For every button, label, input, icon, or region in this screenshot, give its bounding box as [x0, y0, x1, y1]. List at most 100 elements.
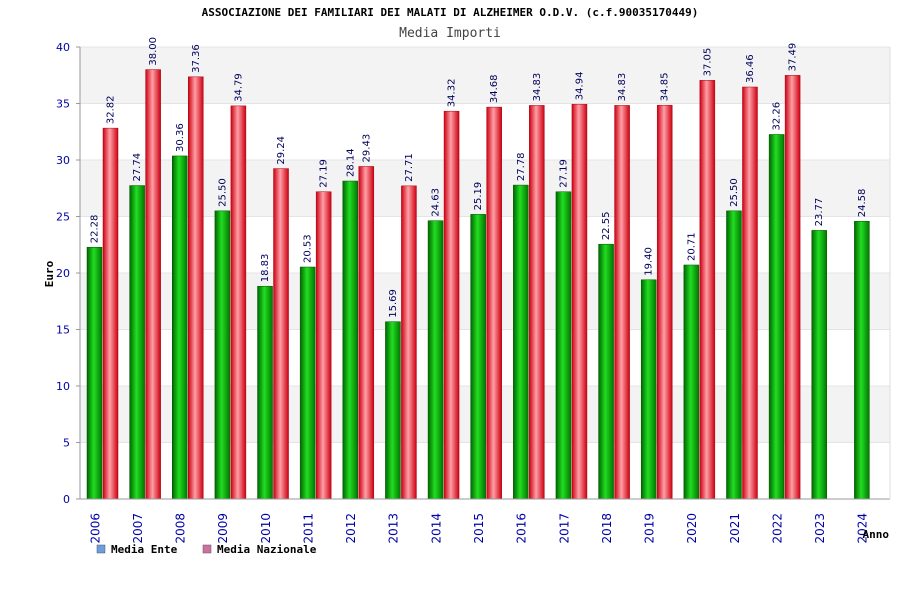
x-tick-label: 2015 [472, 513, 486, 544]
x-tick-label: 2021 [728, 513, 742, 544]
y-tick-label: 0 [63, 493, 70, 506]
data-label: 37.36 [191, 44, 202, 73]
y-tick-label: 25 [56, 211, 70, 224]
data-label: 28.14 [345, 148, 356, 177]
x-tick-label: 2017 [557, 513, 571, 544]
x-tick-label: 2022 [770, 513, 784, 544]
bar-media-ente [726, 210, 742, 500]
data-label: 34.83 [617, 73, 628, 102]
data-label: 19.40 [644, 247, 655, 276]
bar-media-ente [214, 210, 231, 500]
data-label: 27.74 [132, 153, 143, 182]
bar-media-ente [299, 266, 316, 500]
data-label: 22.28 [90, 215, 101, 244]
data-label: 25.19 [473, 182, 484, 211]
data-label: 34.94 [574, 72, 585, 101]
bar-media-nazionale [188, 76, 204, 500]
x-tick-labels: 2006 2007 2008 2009 2010 2011 2012 2013 2014 2015… [88, 513, 869, 544]
data-labels-group: 22.28 32.82 27.74 38.00 30.36 37.36 25.50 34.79… [90, 37, 868, 318]
data-label: 15.69 [388, 289, 399, 318]
data-label: 32.26 [772, 102, 783, 131]
legend-label: Media Ente [111, 543, 178, 556]
bar-media-nazionale [145, 69, 161, 500]
y-tick-label: 15 [56, 324, 70, 337]
x-tick-label: 2009 [216, 513, 230, 544]
data-label: 34.79 [233, 73, 244, 102]
x-tick-label: 2008 [174, 513, 188, 544]
chart-subtitle: Media Importi [399, 26, 501, 41]
bar-media-nazionale [486, 106, 502, 500]
data-label: 20.53 [303, 234, 314, 263]
data-label: 32.82 [106, 95, 117, 124]
bar-media-nazionale [102, 127, 119, 500]
axes-group [76, 46, 891, 500]
bar-media-nazionale [571, 103, 588, 500]
x-tick-label: 2013 [387, 513, 401, 544]
bar-media-ente [470, 214, 486, 500]
y-tick-label: 35 [56, 98, 70, 111]
data-label: 38.00 [148, 37, 159, 66]
bar-media-ente [854, 220, 870, 500]
data-label: 34.68 [489, 74, 500, 103]
data-label: 30.36 [175, 123, 186, 152]
data-label: 23.77 [814, 198, 825, 227]
legend: Media Ente Media Nazionale [96, 543, 317, 556]
x-tick-label: 2007 [131, 513, 145, 544]
data-label: 37.49 [788, 43, 799, 72]
bar-media-nazionale [401, 185, 417, 500]
y-axis-label: Euro [43, 260, 56, 287]
data-label: 25.50 [217, 178, 228, 207]
legend-swatch [202, 544, 212, 554]
data-label: 34.83 [532, 73, 543, 102]
legend-label: Media Nazionale [217, 543, 317, 556]
bar-media-ente [683, 264, 700, 500]
data-label: 20.71 [686, 232, 697, 261]
data-label: 27.78 [516, 152, 527, 181]
x-tick-label: 2011 [301, 513, 315, 544]
x-tick-label: 2010 [259, 513, 273, 544]
bar-media-ente [342, 180, 359, 500]
y-tick-labels: 0 5 10 15 20 25 30 35 40 [56, 41, 70, 506]
bar-media-ente [768, 134, 785, 500]
x-tick-label: 2024 [856, 513, 870, 544]
bar-media-nazionale [614, 105, 630, 500]
y-tick-label: 10 [56, 380, 70, 393]
data-label: 27.71 [404, 153, 415, 182]
bar-media-ente [172, 155, 188, 500]
chart-title: ASSOCIAZIONE DEI FAMILIARI DEI MALATI DI… [202, 6, 699, 19]
data-label: 27.19 [319, 159, 330, 188]
x-tick-label: 2023 [813, 513, 827, 544]
data-label: 34.85 [660, 73, 671, 102]
bar-media-nazionale [273, 168, 289, 500]
bar-media-nazionale [358, 166, 375, 500]
bar-media-ente [385, 321, 401, 500]
data-label: 36.46 [745, 54, 756, 83]
bar-media-ente [598, 243, 614, 500]
bar-media-ente [811, 230, 827, 500]
data-label: 29.43 [361, 134, 372, 163]
bar-media-nazionale [315, 191, 332, 500]
x-tick-label: 2016 [515, 513, 529, 544]
bar-media-nazionale [699, 80, 716, 500]
x-tick-label: 2019 [643, 513, 657, 544]
bar-media-ente [640, 279, 657, 500]
data-label: 22.55 [601, 212, 612, 241]
y-tick-label: 20 [56, 267, 70, 280]
x-tick-label: 2014 [429, 513, 443, 544]
bar-media-nazionale [529, 105, 545, 500]
bar-media-nazionale [443, 110, 460, 500]
bar-media-ente [513, 184, 529, 500]
x-tick-label: 2006 [88, 513, 102, 544]
bar-media-nazionale [742, 86, 758, 500]
bar-media-ente [129, 185, 145, 500]
x-tick-label: 2020 [685, 513, 699, 544]
bar-media-nazionale [230, 105, 247, 500]
x-axis-label: Anno [863, 528, 890, 541]
x-tick-label: 2012 [344, 513, 358, 544]
y-tick-label: 5 [63, 437, 70, 450]
bar-media-ente [555, 191, 572, 500]
data-label: 24.58 [857, 189, 868, 218]
x-tick-label: 2018 [600, 513, 614, 544]
y-tick-label: 30 [56, 154, 70, 167]
